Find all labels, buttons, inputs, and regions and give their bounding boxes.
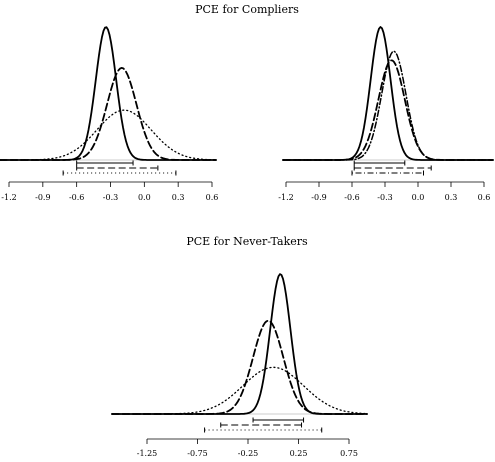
- chart-panel-bottom: -1.25 -0.75 -0.25 0.25 0.75: [111, 273, 368, 458]
- x-tick-label: -0.6: [344, 193, 359, 202]
- x-tick-label: -0.75: [187, 449, 208, 458]
- density-curve-dotted: [0, 109, 217, 161]
- density-curve-dashed: [0, 67, 217, 161]
- x-tick-label: -0.25: [238, 449, 259, 458]
- x-tick-label: 0.0: [138, 193, 151, 202]
- density-curve-dotted: [111, 366, 368, 415]
- x-tick-label: 0.0: [412, 193, 425, 202]
- x-tick-label: -0.9: [35, 193, 50, 202]
- x-tick-label: -0.3: [377, 193, 392, 202]
- x-tick-label: -1.2: [1, 193, 16, 202]
- x-tick-label: -1.2: [278, 193, 293, 202]
- x-tick-label: 0.6: [206, 193, 219, 202]
- chart-panel-top-left: -1.2 -0.9 -0.6 -0.3 0.0 0.3 0.6: [0, 26, 219, 202]
- panels: -1.2 -0.9 -0.6 -0.3 0.0 0.3 0.6 -1.2 -0.9 -0.6 -0.…: [0, 26, 494, 458]
- x-tick-label: 0.25: [290, 449, 308, 458]
- chart-panel-top-right: -1.2 -0.9 -0.6 -0.3 0.0 0.3 0.6: [278, 26, 494, 202]
- top-title: PCE for Compliers: [195, 3, 299, 16]
- density-curve-solid: [282, 26, 494, 161]
- bottom-title: PCE for Never-Takers: [186, 235, 308, 248]
- x-tick-label: 0.3: [445, 193, 458, 202]
- density-curve-dotdash: [282, 50, 494, 161]
- density-curve-dashed: [282, 59, 494, 161]
- density-curve-solid: [111, 273, 368, 415]
- density-curve-solid: [0, 26, 217, 161]
- density-curve-dashed: [111, 319, 368, 415]
- x-tick-label: 0.75: [340, 449, 358, 458]
- x-tick-label: -0.6: [69, 193, 84, 202]
- x-tick-label: -0.3: [103, 193, 118, 202]
- x-tick-label: 0.3: [172, 193, 185, 202]
- x-tick-label: 0.6: [478, 193, 491, 202]
- x-tick-label: -1.25: [137, 449, 158, 458]
- x-tick-label: -0.9: [311, 193, 326, 202]
